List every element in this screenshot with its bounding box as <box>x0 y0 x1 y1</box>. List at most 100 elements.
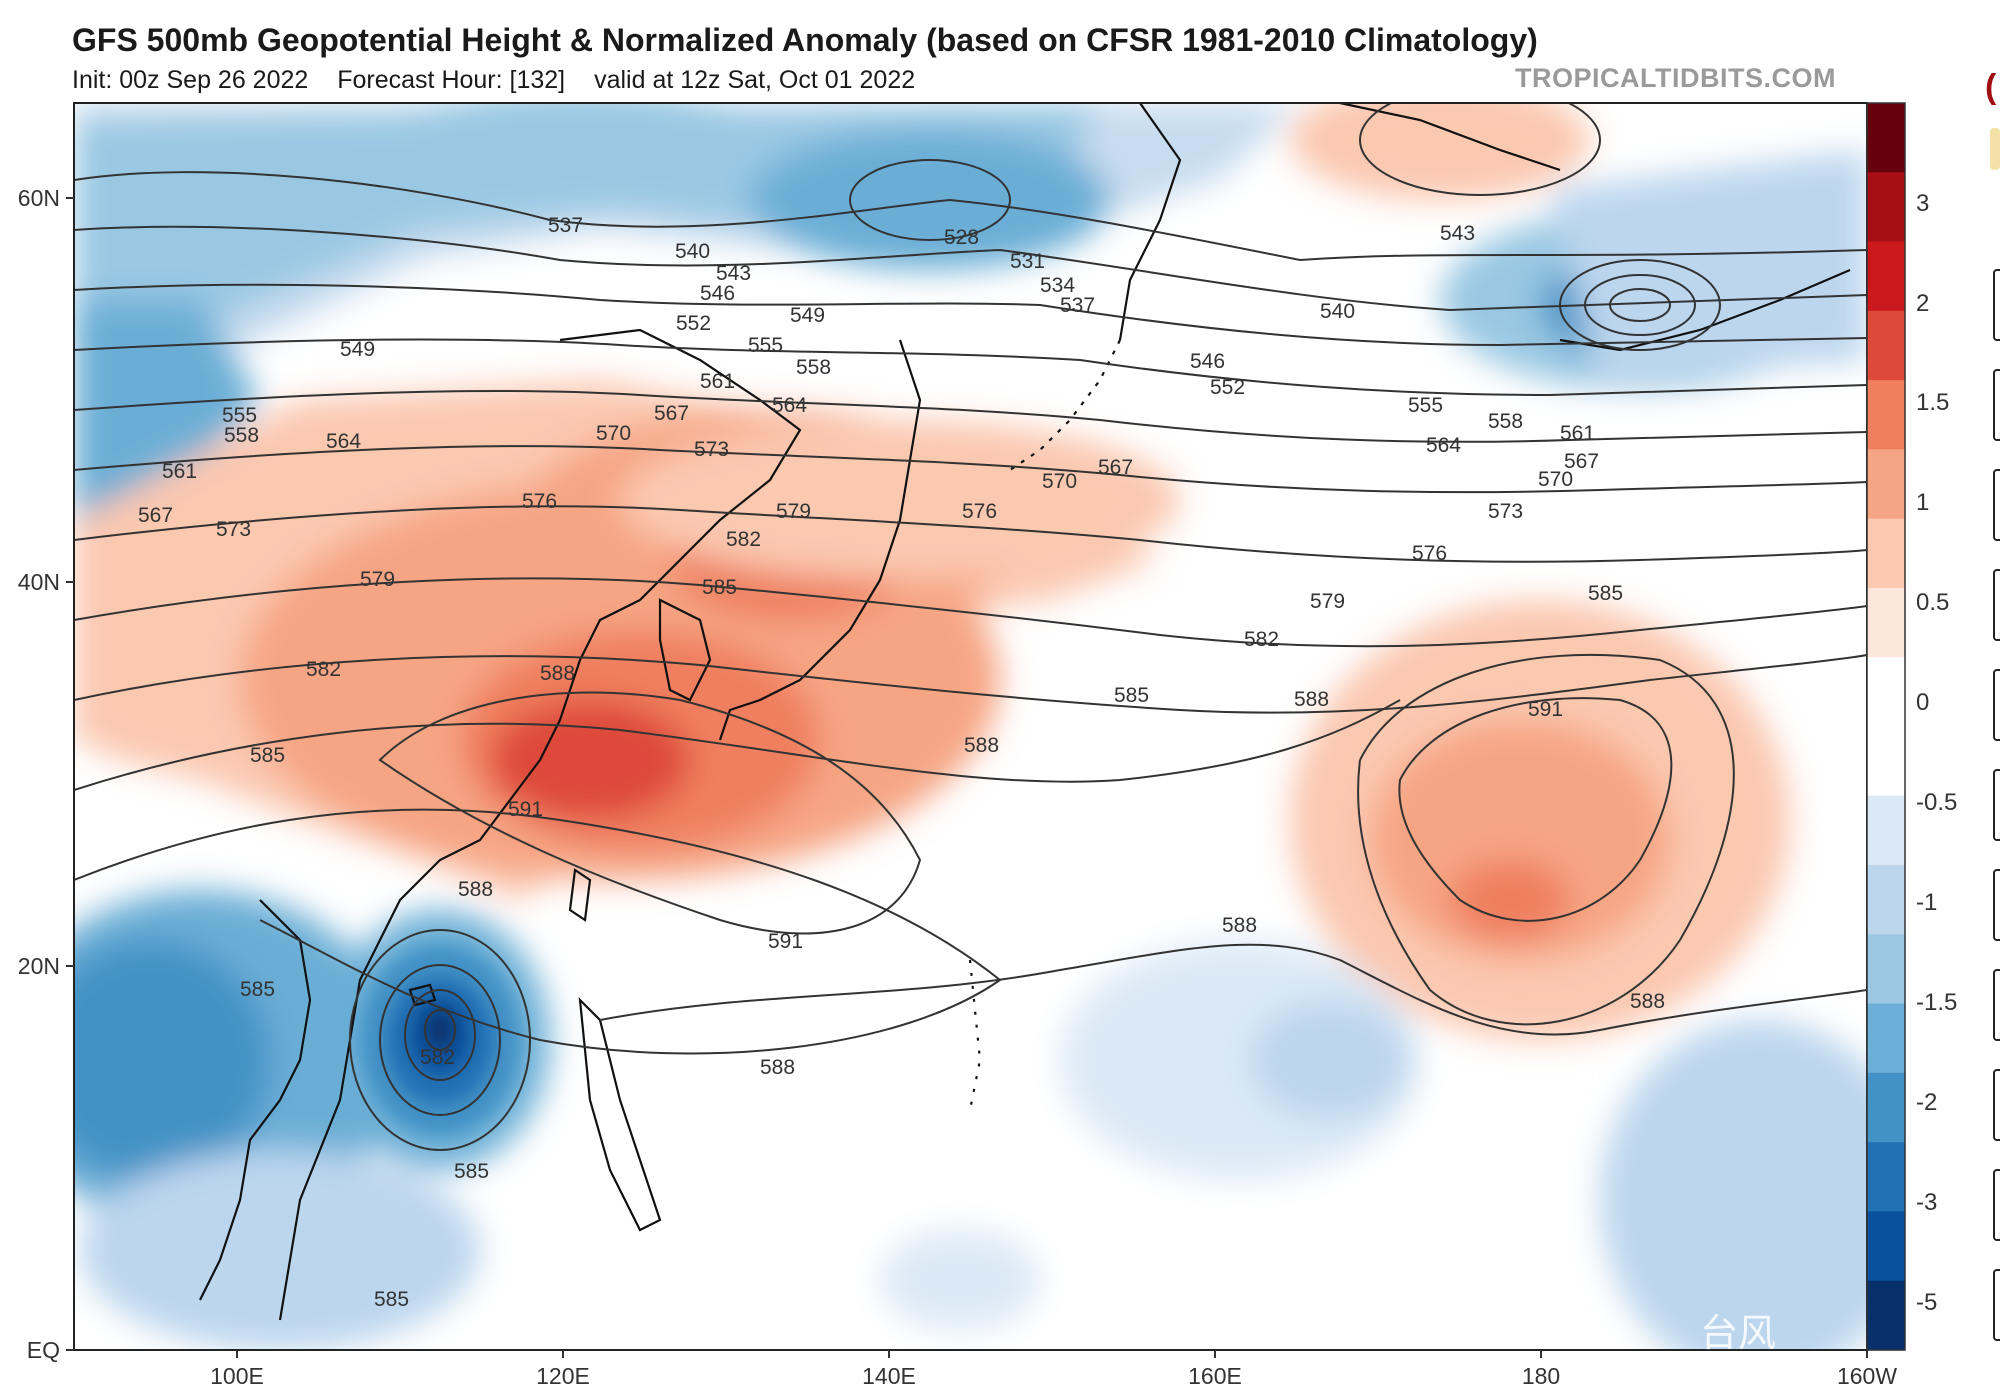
contour-label: 588 <box>760 1056 795 1079</box>
contour-label: 588 <box>540 662 575 685</box>
forecast-hour: Forecast Hour: [132] <box>337 66 566 94</box>
contour-label: 585 <box>1114 684 1149 707</box>
colorbar-cell <box>1867 1211 1905 1282</box>
contour-label: 552 <box>1210 376 1245 399</box>
contour-label: 582 <box>420 1046 455 1069</box>
contour-label: 567 <box>138 504 173 527</box>
edge-box <box>1993 569 2000 641</box>
contour-label: 564 <box>326 430 361 453</box>
edge-box <box>1993 269 2000 341</box>
colorbar-cell <box>1867 1072 1905 1143</box>
colorbar-label: -5 <box>1916 1289 1937 1316</box>
contour-label: 570 <box>1042 470 1077 493</box>
lat-label-60n: 60N <box>18 185 60 211</box>
colorbar-label: 2 <box>1916 290 1929 317</box>
contour-label: 582 <box>1244 628 1279 651</box>
colorbar-label: 3 <box>1916 190 1929 217</box>
contour-label: 570 <box>596 422 631 445</box>
colorbar-cell <box>1867 172 1905 243</box>
colorbar-frame <box>1866 102 1906 1351</box>
map-panel: 528 531 534 537 537 540 540 543 543 546 … <box>74 103 1867 1350</box>
contour-label: 546 <box>700 282 735 305</box>
lat-label-40n: 40N <box>18 569 60 595</box>
contour-label-layer: 528 531 534 537 537 540 540 543 543 546 … <box>138 214 1665 1311</box>
edge-box <box>1993 1069 2000 1141</box>
contour-label: 537 <box>1060 294 1095 317</box>
contour-label: 591 <box>508 798 543 821</box>
edge-paren: ( <box>1985 68 1997 106</box>
contour-label: 591 <box>768 930 803 953</box>
colorbar-cell <box>1867 1142 1905 1213</box>
lon-label-180: 180 <box>1522 1363 1560 1389</box>
colorbar-cell <box>1867 795 1905 866</box>
typhoon-anomaly-core <box>360 945 520 1135</box>
contour-label: 588 <box>964 734 999 757</box>
colorbar-label: 1 <box>1916 489 1929 516</box>
colorbar-cell <box>1867 934 1905 1005</box>
colorbar-cell <box>1867 865 1905 935</box>
edge-box <box>1993 1169 2000 1241</box>
contour-label: 573 <box>216 518 251 541</box>
colorbar-label: -1.5 <box>1916 989 1957 1016</box>
contour-label: 552 <box>676 312 711 335</box>
contour-label: 534 <box>1040 274 1075 297</box>
colorbar-cell <box>1867 310 1905 381</box>
map-subtitle: Init: 00z Sep 26 2022 Forecast Hour: [13… <box>72 66 937 95</box>
contour-label: 549 <box>790 304 825 327</box>
contour-label: 588 <box>1222 914 1257 937</box>
lon-label-160w: 160W <box>1837 1363 1897 1389</box>
edge-box <box>1993 869 2000 941</box>
colorbar-label: -3 <box>1916 1189 1937 1216</box>
contour-label: 558 <box>796 356 831 379</box>
contour-label: 570 <box>1538 468 1573 491</box>
edge-box <box>1993 369 2000 441</box>
init-time: Init: 00z Sep 26 2022 <box>72 66 309 94</box>
contour-label: 543 <box>1440 222 1475 245</box>
colorbar-label: -2 <box>1916 1089 1937 1116</box>
longitude-axis: 100E 120E 140E 160E 180 160W <box>210 1350 1897 1389</box>
right-edge-sliver: ( <box>1985 68 2000 1341</box>
contour-label: 582 <box>726 528 761 551</box>
contour-label: 543 <box>716 262 751 285</box>
contour-label: 588 <box>458 878 493 901</box>
contour-label: 558 <box>224 424 259 447</box>
colorbar-cell <box>1867 1280 1905 1351</box>
contour-label: 588 <box>1294 688 1329 711</box>
colorbar-cells <box>1867 103 1905 1351</box>
contour-label: 549 <box>340 338 375 361</box>
contour-label: 561 <box>162 460 197 483</box>
contour-label: 579 <box>360 568 395 591</box>
colorbar: 3 2 1.5 1 0.5 0 -0.5 -1 -1.5 -2 -3 -5 <box>1866 102 1957 1351</box>
contour-label: 585 <box>240 978 275 1001</box>
lon-label-140e: 140E <box>862 1363 916 1389</box>
colorbar-cell <box>1867 380 1905 450</box>
edge-highlight <box>1990 128 2000 170</box>
contour-label: 579 <box>1310 590 1345 613</box>
edge-box <box>1993 669 2000 741</box>
contour-label: 558 <box>1488 410 1523 433</box>
colorbar-labels: 3 2 1.5 1 0.5 0 -0.5 -1 -1.5 -2 -3 -5 <box>1916 190 1957 1316</box>
lon-label-160e: 160E <box>1188 1363 1242 1389</box>
contour-label: 555 <box>748 334 783 357</box>
colorbar-cell <box>1867 657 1905 728</box>
lon-label-120e: 120E <box>536 1363 590 1389</box>
edge-box <box>1993 1269 2000 1341</box>
contour-label: 561 <box>700 370 735 393</box>
contour-label: 573 <box>694 438 729 461</box>
contour-label: 585 <box>702 576 737 599</box>
colorbar-cell <box>1867 241 1905 312</box>
colorbar-cell <box>1867 449 1905 520</box>
contour-label: 537 <box>548 214 583 237</box>
edge-box <box>1993 969 2000 1041</box>
colorbar-label: 0.5 <box>1916 589 1949 616</box>
colorbar-label: -1 <box>1916 889 1937 916</box>
contour-label: 540 <box>1320 300 1355 323</box>
edge-box <box>1993 469 2000 541</box>
coastlines <box>199 103 1851 1321</box>
colorbar-label: -0.5 <box>1916 789 1957 816</box>
site-brand: TROPICALTIDBITS.COM <box>1515 63 1836 93</box>
contour-label: 576 <box>1412 542 1447 565</box>
colorbar-cell <box>1867 103 1905 173</box>
colorbar-cell <box>1867 587 1905 658</box>
